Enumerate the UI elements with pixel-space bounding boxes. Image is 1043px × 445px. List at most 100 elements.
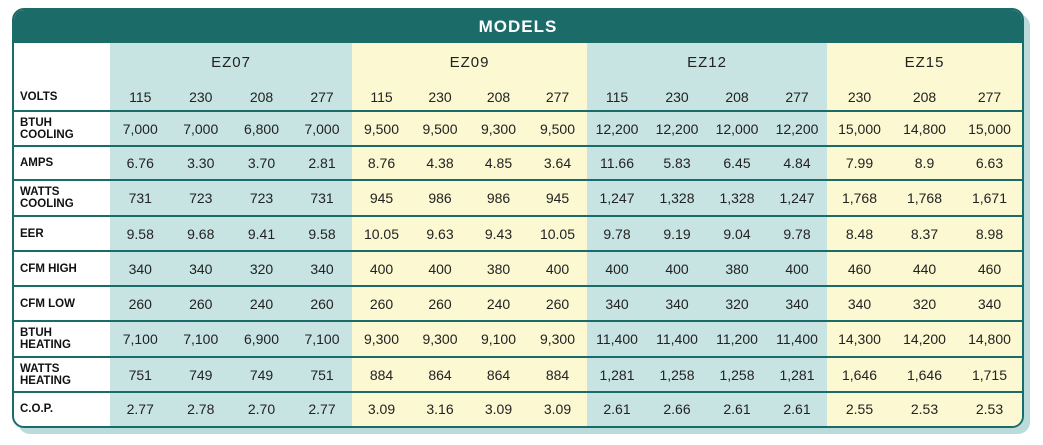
cell: 2.53 — [910, 400, 939, 417]
cell: 751 — [310, 366, 334, 383]
cell: 340 — [189, 260, 213, 277]
model-column-bg — [827, 43, 1022, 426]
cell: 864 — [486, 366, 511, 383]
cell: 277 — [545, 89, 570, 105]
cell: 4.84 — [783, 155, 811, 171]
cell: 723 — [189, 190, 213, 206]
cell: 3.09 — [484, 400, 513, 417]
cell: 6.63 — [975, 155, 1004, 171]
cell: 115 — [370, 89, 393, 105]
cell: 208 — [725, 89, 749, 105]
cell: 7,100 — [304, 331, 340, 347]
cell: 115 — [129, 89, 152, 105]
cell: 945 — [369, 190, 394, 206]
row-separator — [14, 391, 1022, 393]
cell: 9,100 — [480, 331, 517, 347]
cell: 3.30 — [187, 155, 215, 171]
cell: 9.63 — [426, 225, 454, 242]
model-column-bg — [352, 43, 587, 426]
cell: 11,400 — [596, 331, 638, 347]
row-separator — [14, 320, 1022, 322]
row-label: WATTS HEATING — [20, 362, 71, 387]
model-column-bg — [110, 43, 352, 426]
model-name: EZ12 — [687, 54, 727, 71]
cell: 9.19 — [663, 225, 691, 242]
cell: 14,800 — [968, 331, 1011, 347]
cell: 3.09 — [367, 400, 396, 417]
row-separator — [14, 144, 1022, 147]
cell: 400 — [545, 260, 570, 277]
cell: 12,200 — [655, 120, 699, 137]
cell: 260 — [428, 295, 452, 312]
model-name: EZ07 — [211, 54, 251, 71]
cell: 6.45 — [723, 155, 751, 171]
cell: 230 — [847, 89, 872, 105]
cell: 4.38 — [426, 155, 454, 171]
cell: 2.77 — [308, 400, 336, 417]
cell: 208 — [912, 89, 937, 105]
cell: 440 — [912, 260, 937, 277]
cell: 230 — [428, 89, 452, 105]
row-label: BTUH HEATING — [20, 327, 71, 351]
row-label: AMPS — [20, 157, 54, 169]
cell: 11.66 — [600, 155, 634, 171]
cell: 864 — [428, 366, 452, 383]
cell: 115 — [605, 89, 629, 105]
cell: 14,300 — [838, 331, 881, 347]
cell: 277 — [785, 89, 809, 105]
cell: 460 — [847, 260, 872, 277]
cell: 7,000 — [183, 120, 219, 137]
model-name: EZ15 — [904, 54, 945, 71]
cell: 1,247 — [599, 190, 635, 206]
row-label: C.O.P. — [20, 402, 54, 415]
cell: 945 — [545, 190, 570, 206]
cell: 731 — [310, 190, 334, 206]
cell: 260 — [310, 295, 334, 312]
cell: 14,800 — [903, 120, 946, 137]
cell: 1,328 — [719, 190, 755, 206]
cell: 5.83 — [663, 155, 691, 171]
cell: 9,300 — [363, 331, 400, 347]
cell: 3.64 — [543, 155, 572, 171]
cell: 723 — [249, 190, 274, 206]
cell: 12,000 — [715, 120, 759, 137]
cell: 8.48 — [845, 225, 874, 242]
cell: 340 — [128, 260, 152, 277]
row-separator — [14, 214, 1022, 217]
cell: 340 — [847, 295, 872, 312]
cell: 1,768 — [841, 190, 878, 206]
cell: 11,400 — [776, 331, 818, 347]
cell: 1,328 — [659, 190, 695, 206]
cell: 2.81 — [308, 155, 336, 171]
cell: 1,258 — [659, 366, 695, 383]
cell: 2.66 — [663, 400, 691, 417]
cell: 2.61 — [723, 400, 751, 417]
cell: 277 — [310, 89, 334, 105]
cell: 208 — [249, 89, 274, 105]
cell: 9.43 — [484, 225, 513, 242]
cell: 8.76 — [367, 155, 396, 171]
cell: 1,646 — [841, 366, 878, 383]
cell: 3.70 — [247, 155, 276, 171]
cell: 400 — [428, 260, 452, 277]
cell: 9,500 — [422, 120, 458, 137]
cell: 240 — [249, 295, 274, 312]
cell: 986 — [486, 190, 511, 206]
cell: 749 — [189, 366, 213, 383]
cell: 400 — [369, 260, 394, 277]
cell: 7,000 — [304, 120, 340, 137]
cell: 7,100 — [122, 331, 158, 347]
cell: 884 — [369, 366, 394, 383]
row-label: BTUH COOLING — [20, 116, 74, 141]
cell: 320 — [725, 295, 749, 312]
model-name: EZ09 — [449, 54, 490, 71]
cell: 260 — [189, 295, 213, 312]
cell: 9.04 — [723, 225, 751, 242]
cell: 2.53 — [975, 400, 1004, 417]
cell: 1,247 — [779, 190, 815, 206]
cell: 15,000 — [838, 120, 881, 137]
cell: 11,200 — [716, 331, 758, 347]
cell: 8.37 — [910, 225, 939, 242]
row-label: CFM LOW — [20, 297, 75, 310]
